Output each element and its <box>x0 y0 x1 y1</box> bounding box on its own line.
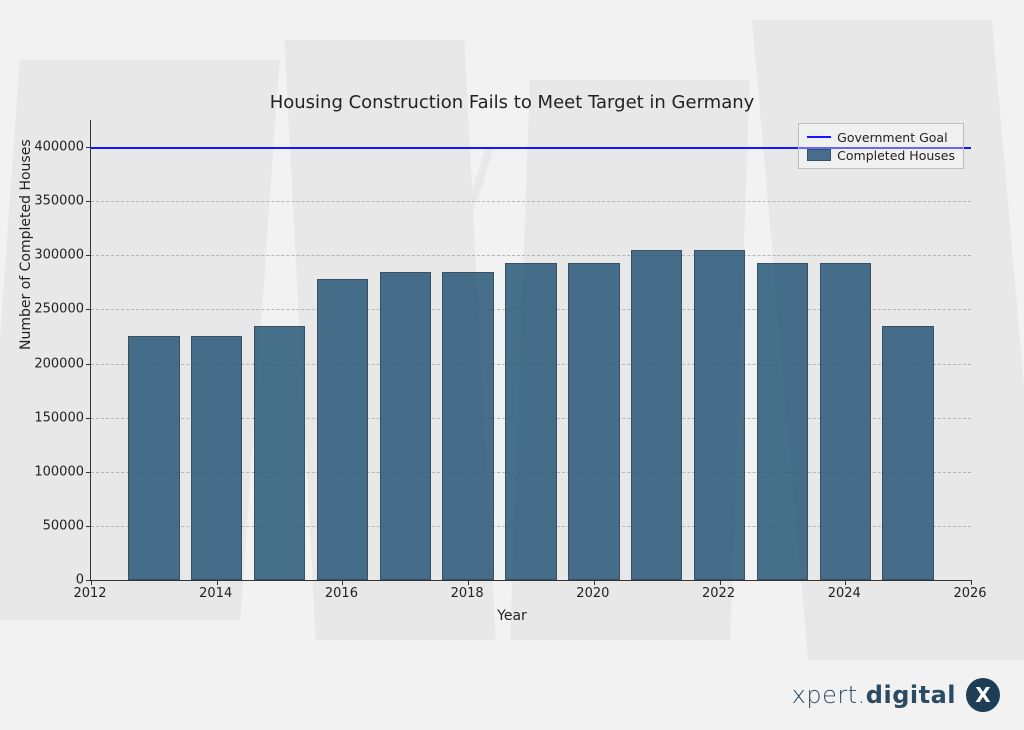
legend-patch-icon <box>807 149 831 161</box>
bar <box>568 263 620 580</box>
xtick-mark <box>468 580 469 585</box>
x-axis-label: Year <box>0 608 1024 624</box>
xtick-mark <box>720 580 721 585</box>
y-axis-label: Number of Completed Houses <box>18 139 34 350</box>
xtick-label: 2022 <box>702 586 735 601</box>
xtick-label: 2026 <box>953 586 986 601</box>
bar <box>505 263 557 580</box>
ytick-label: 100000 <box>14 464 84 479</box>
chart-area <box>90 120 970 580</box>
ytick-label: 150000 <box>14 410 84 425</box>
xtick-mark <box>971 580 972 585</box>
bar <box>757 263 809 580</box>
legend: Government Goal Completed Houses <box>798 123 964 169</box>
gridline <box>91 201 971 202</box>
ytick-mark <box>86 201 91 202</box>
ytick-label: 400000 <box>14 140 84 155</box>
plot-area <box>90 120 971 581</box>
ytick-mark <box>86 255 91 256</box>
legend-label: Completed Houses <box>837 148 955 163</box>
ytick-mark <box>86 526 91 527</box>
xtick-label: 2014 <box>199 586 232 601</box>
ytick-mark <box>86 364 91 365</box>
bar <box>317 279 369 580</box>
ytick-label: 300000 <box>14 248 84 263</box>
brand-text-light: xpert <box>792 681 858 709</box>
ytick-mark <box>86 418 91 419</box>
xtick-label: 2018 <box>451 586 484 601</box>
xtick-label: 2024 <box>828 586 861 601</box>
xtick-mark <box>217 580 218 585</box>
bar <box>128 336 180 580</box>
xtick-mark <box>845 580 846 585</box>
xtick-mark <box>91 580 92 585</box>
bar <box>631 250 683 580</box>
ytick-label: 250000 <box>14 302 84 317</box>
bar <box>442 272 494 580</box>
ytick-mark <box>86 472 91 473</box>
ytick-label: 50000 <box>14 518 84 533</box>
legend-label: Government Goal <box>837 130 947 145</box>
brand-badge-icon: X <box>966 678 1000 712</box>
brand-text: xpert.digital <box>792 681 956 709</box>
bar <box>694 250 746 580</box>
legend-item-completed: Completed Houses <box>807 146 955 164</box>
gridline <box>91 255 971 256</box>
xtick-mark <box>594 580 595 585</box>
brand-text-dot: . <box>858 681 866 709</box>
bar <box>254 326 306 580</box>
xtick-label: 2012 <box>73 586 106 601</box>
legend-item-goal: Government Goal <box>807 128 955 146</box>
chart-title: Housing Construction Fails to Meet Targe… <box>0 92 1024 113</box>
ytick-label: 200000 <box>14 356 84 371</box>
bar <box>820 263 872 580</box>
xtick-label: 2016 <box>325 586 358 601</box>
bar <box>191 336 243 580</box>
ytick-mark <box>86 309 91 310</box>
bar <box>882 326 934 580</box>
xtick-mark <box>342 580 343 585</box>
xtick-label: 2020 <box>576 586 609 601</box>
ytick-label: 350000 <box>14 194 84 209</box>
brand-logo: xpert.digital X <box>792 678 1000 712</box>
brand-text-heavy: digital <box>866 681 956 709</box>
legend-line-icon <box>807 136 831 138</box>
bar <box>380 272 432 580</box>
